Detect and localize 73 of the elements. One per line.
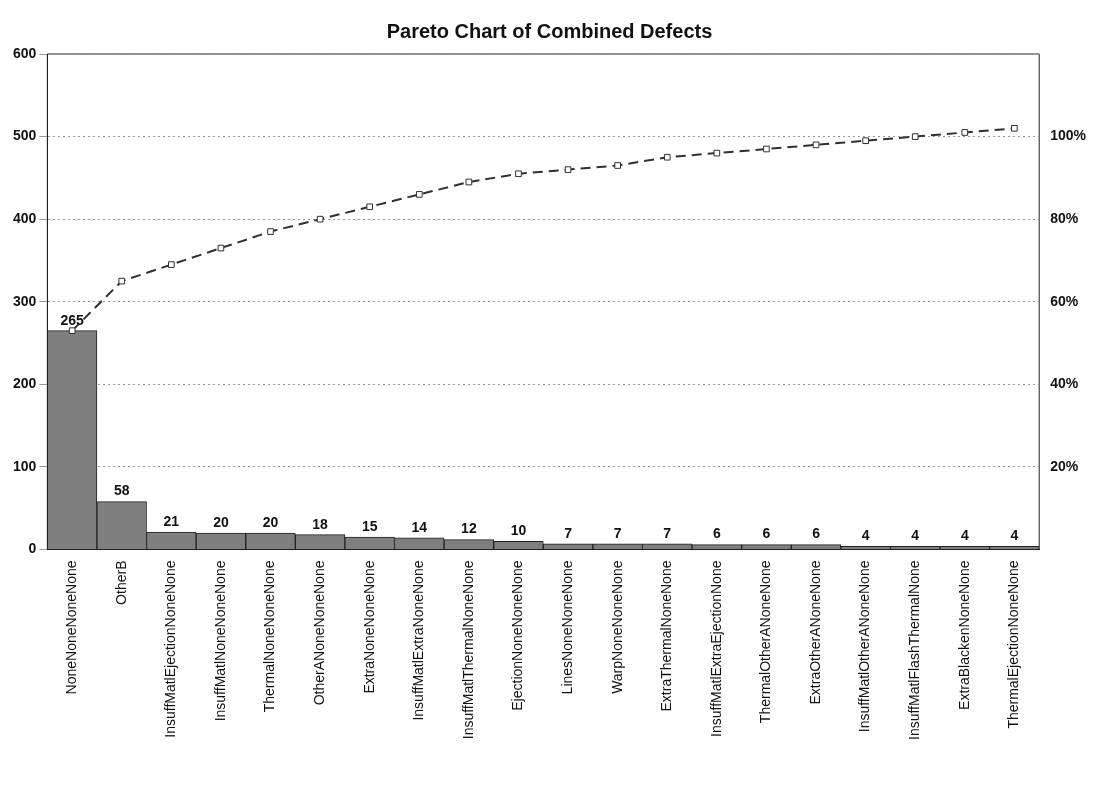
point: [1011, 125, 1018, 132]
data-label: 4: [911, 527, 920, 544]
y2-tick-label: 40%: [1050, 375, 1079, 392]
point: [911, 133, 919, 140]
y2-tick-label: 100%: [1050, 127, 1087, 144]
data-label: 6: [762, 525, 771, 542]
y-tick-label: 100: [13, 457, 37, 474]
x-tick-label: ExtraOtherANoneNone: [806, 560, 823, 705]
x-tick-label: InsuffMatlEjectionNoneNone: [162, 560, 179, 738]
data-label: 14: [411, 518, 428, 535]
point: [415, 191, 423, 198]
point: [465, 178, 473, 186]
x-tick-label: EjectionNoneNoneNone: [509, 560, 526, 711]
y-tick-label: 500: [13, 127, 37, 144]
data-label: 4: [861, 527, 870, 544]
x-tick-label: InsuffMatlOtherANoneNone: [856, 560, 873, 733]
y2-tick-label: 80%: [1050, 210, 1079, 227]
x-tick-label: OtherANoneNoneNone: [310, 560, 327, 706]
x-tick-label: ExtraNoneNoneNone: [360, 560, 377, 694]
x-tick-label: ThermalEjectionNoneNone: [1005, 560, 1022, 729]
y-tick-label: 200: [13, 375, 37, 392]
data-label: 58: [113, 482, 130, 499]
y2-tick-label: 60%: [1050, 292, 1079, 309]
point: [217, 244, 225, 252]
data-label: 7: [564, 524, 573, 541]
x-tick-label: InsuffMatlExtraNoneNone: [410, 560, 427, 721]
point: [812, 141, 820, 149]
point: [68, 327, 76, 334]
data-label: 20: [262, 513, 279, 530]
y-tick-label: 300: [13, 292, 37, 309]
point: [713, 149, 721, 157]
chart-title: Pareto Chart of Combined Defects: [386, 19, 713, 42]
x-tick-label: InsuffMatlNoneNoneNone: [211, 560, 228, 722]
x-tick-label: LinesNoneNoneNone: [558, 560, 575, 695]
data-label: 6: [812, 525, 821, 542]
point: [267, 228, 274, 235]
data-label: 4: [1010, 527, 1019, 544]
x-tick-label: ThermalOtherANoneNone: [757, 560, 774, 724]
x-tick-label: NoneNoneNoneNone: [63, 560, 80, 695]
x-tick-label: InsuffMatlFlashThermalNone: [906, 560, 923, 740]
y2-tick-label: 20%: [1050, 457, 1079, 474]
y-tick-label: 0: [28, 540, 37, 557]
point: [614, 162, 621, 169]
x-tick-label: WarpNoneNoneNone: [608, 560, 625, 694]
x-tick-label: InsuffMatlThermalNoneNone: [459, 560, 476, 740]
data-label: 18: [312, 515, 329, 532]
x-tick-label: ExtraThermalNoneNone: [658, 560, 675, 712]
point: [366, 203, 374, 211]
data-label: 6: [712, 525, 721, 542]
y-tick-label: 600: [13, 44, 37, 61]
x-tick-label: InsuffMatlExtraEjectionNone: [707, 560, 724, 737]
data-label: 7: [663, 524, 672, 541]
y-tick-label: 400: [13, 210, 37, 227]
point: [515, 170, 522, 178]
point: [961, 129, 969, 136]
x-tick-label: OtherB: [112, 560, 129, 605]
point: [118, 277, 126, 285]
point: [564, 166, 572, 173]
data-label: 7: [613, 524, 622, 541]
point: [862, 137, 869, 145]
data-label: 10: [510, 522, 527, 539]
point: [763, 145, 770, 153]
data-label: 265: [60, 311, 85, 328]
data-label: 4: [960, 527, 969, 544]
data-label: 15: [361, 517, 378, 534]
point: [316, 215, 324, 223]
point: [168, 261, 175, 268]
data-label: 20: [213, 513, 229, 530]
data-label: 21: [163, 513, 180, 530]
point: [663, 153, 671, 161]
x-tick-label: ExtraBlackenNoneNone: [955, 560, 972, 710]
data-label: 12: [461, 520, 477, 537]
x-tick-label: ThermalNoneNoneNone: [261, 560, 278, 713]
